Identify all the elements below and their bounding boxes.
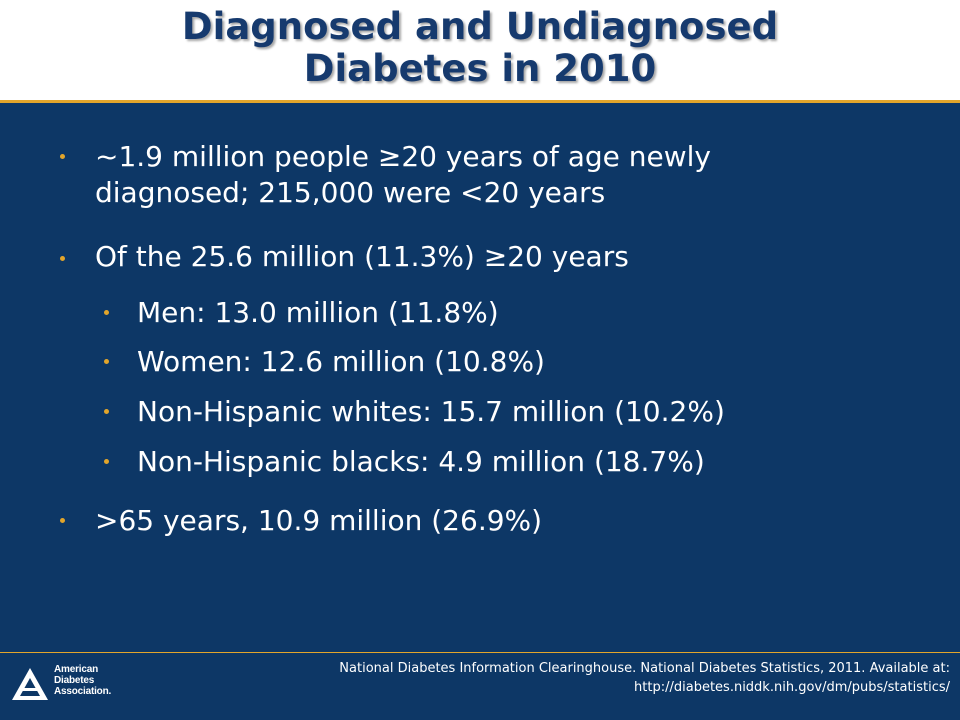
bullet-line: ~1.9 million people ≥20 years of age new… [95,140,711,173]
logo-line: American [54,664,98,675]
bullet-over-65: >65 years, 10.9 million (26.9%) [95,504,543,537]
slide-title: Diagnosed and Undiagnosed Diabetes in 20… [0,6,960,90]
slide-title-line-2: Diabetes in 2010 [303,47,657,90]
sub-bullet-whites: Non-Hispanic whites: 15.7 million (10.2%… [137,395,725,428]
ada-logo: American Diabetes Association. [10,664,120,704]
sub-bullet-men: Men: 13.0 million (11.8%) [137,296,499,329]
footer-divider [0,652,960,653]
bullet-dot [60,256,65,261]
slide-title-line-1: Diagnosed and Undiagnosed [181,5,779,48]
sub-bullet-dot [104,359,109,364]
logo-line: Association. [54,686,112,697]
title-bar: Diagnosed and Undiagnosed Diabetes in 20… [0,0,960,103]
bullet-line: diagnosed; 215,000 were <20 years [95,176,606,209]
sub-bullet-blacks: Non-Hispanic blacks: 4.9 million (18.7%) [137,445,705,478]
ada-triangle-icon [12,668,48,700]
bullet-newly-diagnosed: ~1.9 million people ≥20 years of age new… [95,139,711,211]
sub-bullet-women: Women: 12.6 million (10.8%) [137,345,545,378]
sub-bullet-dot [104,459,109,464]
sub-bullet-dot [104,409,109,414]
ada-logo-text: American Diabetes Association. [54,664,111,697]
bullet-total-adults: Of the 25.6 million (11.3%) ≥20 years [95,240,629,273]
citation-url: http://diabetes.niddk.nih.gov/dm/pubs/st… [634,680,950,695]
bullet-dot [60,154,65,159]
bullet-dot [60,518,65,523]
sub-bullet-dot [104,310,109,315]
slide-body: ~1.9 million people ≥20 years of age new… [0,103,960,650]
citation-line: National Diabetes Information Clearingho… [339,661,950,676]
logo-line: Diabetes [54,675,95,686]
citation: National Diabetes Information Clearingho… [150,659,950,697]
